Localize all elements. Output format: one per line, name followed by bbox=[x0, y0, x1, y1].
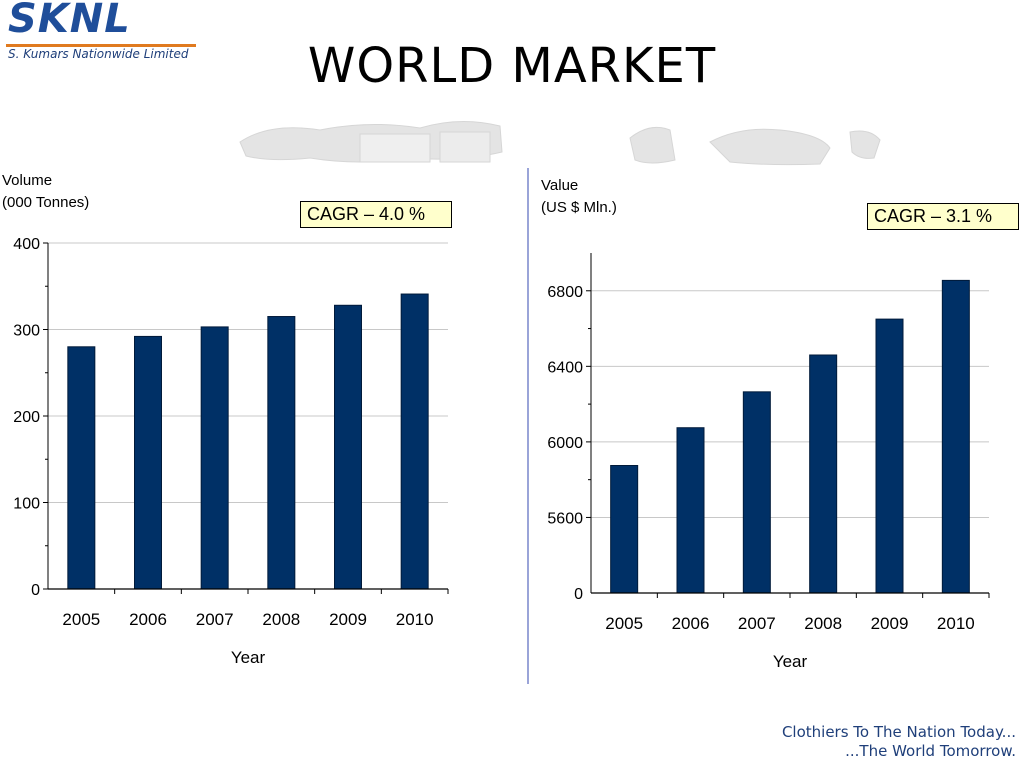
left-chart-svg: 0 100 200 300 400 2005 2006 2007 2008 2009 2010 Yea… bbox=[13, 236, 449, 667]
right-chart-bar-2009 bbox=[875, 318, 904, 594]
right-chart-x-tick-label: 2008 bbox=[804, 614, 842, 633]
left-y-axis-title-line1: Volume bbox=[2, 172, 53, 189]
right-chart-bar-2006 bbox=[676, 427, 705, 594]
left-chart-y-tick-label: 300 bbox=[13, 323, 40, 340]
left-chart-x-tick-label: 2007 bbox=[196, 610, 234, 629]
right-y-axis-title: Value (US $ Mln.) bbox=[541, 175, 617, 219]
left-chart-x-axis-title: Year bbox=[231, 648, 266, 667]
left-chart-x-tick-label: 2010 bbox=[396, 610, 434, 629]
tagline-line1: Clothiers To The Nation Today... bbox=[781, 723, 1016, 741]
right-chart-x-tick-label: 2007 bbox=[738, 614, 776, 633]
page-title: WORLD MARKET bbox=[307, 38, 717, 94]
left-chart-y-tick-label: 400 bbox=[13, 236, 40, 253]
logo-underline bbox=[6, 44, 196, 47]
world-map-decoration bbox=[239, 121, 881, 166]
right-chart-bar-2007 bbox=[742, 391, 771, 594]
left-chart-bar-2008 bbox=[267, 316, 296, 590]
left-cagr-badge: CAGR – 4.0 % bbox=[300, 201, 452, 228]
right-chart: 5600 6000 6400 6800 0 2005 2006 2007 2008 2009 201… bbox=[530, 230, 1020, 690]
left-chart: 0 100 200 300 400 2005 2006 2007 2008 2009 2010 Yea… bbox=[0, 230, 520, 680]
right-chart-svg: 5600 6000 6400 6800 0 2005 2006 2007 2008 2009 201… bbox=[547, 253, 990, 671]
company-logo: SKNL S. Kumars Nationwide Limited bbox=[6, 0, 206, 62]
left-y-axis-title-line2: (000 Tonnes) bbox=[2, 194, 90, 211]
right-chart-x-axis-title: Year bbox=[773, 652, 808, 671]
left-chart-bar-2007 bbox=[200, 326, 229, 590]
left-chart-x-tick-label: 2009 bbox=[329, 610, 367, 629]
logo-text: SKNL bbox=[8, 0, 131, 42]
left-chart-bar-2005 bbox=[67, 346, 96, 590]
right-chart-bar-2010 bbox=[941, 279, 970, 594]
right-chart-y-base-label: 0 bbox=[574, 586, 583, 603]
right-y-axis-title-line1: Value bbox=[541, 177, 579, 194]
right-chart-bar-2008 bbox=[809, 354, 838, 594]
chart-divider bbox=[527, 168, 529, 684]
right-chart-x-tick-label: 2009 bbox=[871, 614, 909, 633]
left-y-axis-title: Volume (000 Tonnes) bbox=[2, 170, 89, 214]
left-chart-x-tick-label: 2008 bbox=[262, 610, 300, 629]
left-chart-bar-2010 bbox=[400, 293, 429, 590]
left-chart-bar-2009 bbox=[334, 304, 362, 590]
right-chart-x-tick-label: 2005 bbox=[605, 614, 643, 633]
logo-subtitle: S. Kumars Nationwide Limited bbox=[8, 47, 189, 61]
left-chart-y-tick-label: 100 bbox=[13, 496, 40, 513]
right-chart-y-tick-label: 6400 bbox=[547, 359, 583, 376]
right-chart-y-tick-label: 6800 bbox=[547, 284, 583, 301]
right-chart-y-tick-label: 6000 bbox=[547, 435, 583, 452]
left-chart-y-tick-label: 200 bbox=[13, 409, 40, 426]
right-chart-bar-2005 bbox=[610, 465, 639, 594]
tagline-line2: ...The World Tomorrow. bbox=[845, 742, 1016, 760]
right-y-axis-title-line2: (US $ Mln.) bbox=[541, 199, 617, 216]
right-chart-y-tick-label: 5600 bbox=[547, 510, 583, 527]
right-chart-x-tick-label: 2006 bbox=[672, 614, 710, 633]
left-chart-bar-2006 bbox=[134, 335, 162, 590]
tagline: Clothiers To The Nation Today... ...The … bbox=[782, 723, 1016, 761]
left-chart-y-tick-label: 0 bbox=[31, 582, 40, 599]
left-chart-x-tick-label: 2006 bbox=[129, 610, 167, 629]
left-chart-x-tick-label: 2005 bbox=[62, 610, 100, 629]
right-chart-x-tick-label: 2010 bbox=[937, 614, 975, 633]
right-cagr-badge: CAGR – 3.1 % bbox=[867, 203, 1019, 230]
